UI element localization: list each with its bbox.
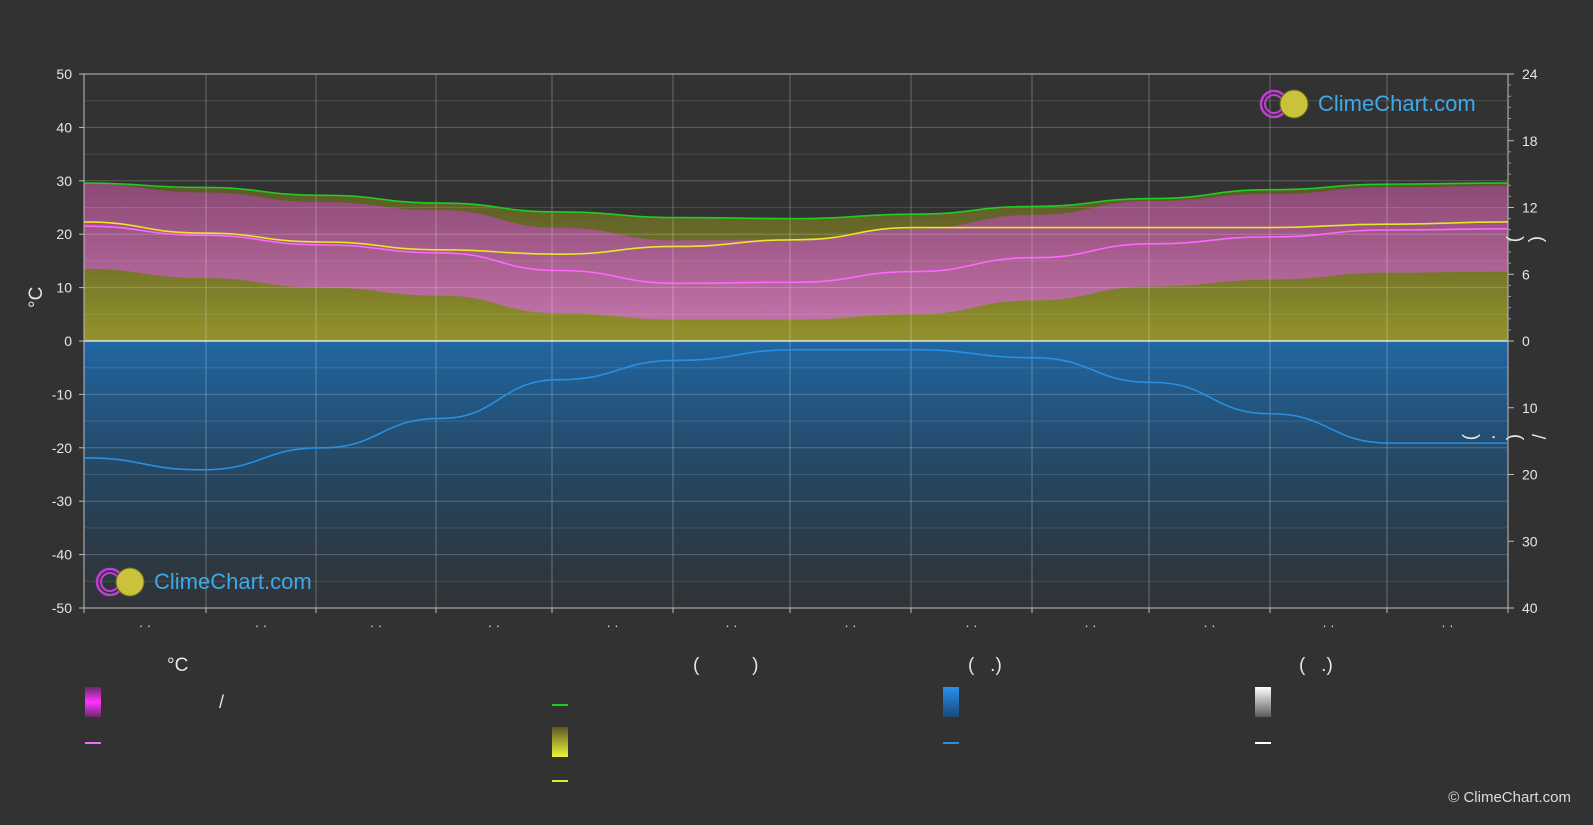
legend-daylight-swatch: [552, 704, 568, 706]
legend-col4-title: ( .): [1299, 655, 1333, 676]
y-left-tick-label: 10: [56, 280, 72, 296]
axes: 50 40 30 20 10 0 -10 -20 -30 -40 -50 24 18 12 6 0 10 20 30…: [52, 66, 1538, 633]
x-tick-label: · ·: [139, 618, 151, 633]
gridlines: [83, 73, 1509, 609]
legend-snow-band-swatch: [1255, 687, 1271, 717]
legend-temp-range-label: /: [219, 692, 225, 712]
temperature-range-band: [84, 183, 1508, 320]
x-tick-label: · ·: [606, 618, 618, 633]
y-right-bottom-axis-title: / ( · ): [1461, 434, 1548, 455]
y-left-tick-label: -30: [52, 493, 72, 509]
y-right-top-tick-label: 0: [1522, 333, 1530, 349]
y-right-top-tick-label: 6: [1522, 266, 1530, 282]
x-tick-label: · ·: [1084, 618, 1096, 633]
y-right-bottom-tick-label: 30: [1522, 533, 1538, 549]
x-tick-label: · ·: [370, 618, 382, 633]
y-right-bottom-tick-label: 40: [1522, 600, 1538, 616]
legend: °C / ( ) ( .) ( .): [0, 650, 1593, 825]
legend-precip-mean-swatch: [943, 742, 959, 744]
logo-text: ClimeChart.com: [1318, 91, 1476, 116]
y-left-tick-label: 50: [56, 66, 72, 82]
y-right-top-tick-label: 24: [1522, 66, 1538, 82]
copyright: © ClimeChart.com: [1448, 789, 1571, 806]
legend-col3-title: ( .): [968, 655, 1002, 676]
background-bands: [84, 183, 1508, 608]
y-right-bottom-tick-label: 20: [1522, 467, 1538, 483]
logo-text: ClimeChart.com: [154, 569, 312, 594]
x-tick-label: · ·: [1322, 618, 1334, 633]
climechart-logo-icon: [1259, 89, 1309, 119]
x-tick-label: · ·: [844, 618, 856, 633]
y-left-tick-label: 0: [64, 333, 72, 349]
y-left-tick-label: -10: [52, 386, 72, 402]
x-tick-label: · ·: [1203, 618, 1215, 633]
legend-sunshine-mean-swatch: [552, 780, 568, 782]
legend-sunshine-band-swatch: [552, 727, 568, 757]
y-left-tick-label: 30: [56, 173, 72, 189]
x-tick-label: · ·: [255, 618, 267, 633]
y-right-top-tick-label: 18: [1522, 133, 1538, 149]
y-left-tick-label: -50: [52, 600, 72, 616]
series-lines: [83, 182, 1509, 471]
y-right-top-tick-label: 12: [1522, 200, 1538, 216]
climechart-logo-icon: [95, 567, 145, 597]
y-right-bottom-tick-label: 10: [1522, 400, 1538, 416]
x-tick-label: · ·: [488, 618, 500, 633]
y-left-tick-label: -20: [52, 440, 72, 456]
y-left-tick-label: -40: [52, 547, 72, 563]
climate-chart: 50 40 30 20 10 0 -10 -20 -30 -40 -50 24 18 12 6 0 10 20 30…: [52, 66, 1538, 633]
y-right-top-axis-title: ( ): [1505, 236, 1548, 293]
legend-col2-title: ( ): [693, 655, 759, 676]
y-left-axis-title: °C: [26, 286, 47, 308]
legend-temp-range-swatch: [85, 687, 101, 717]
legend-col1-title: °C: [167, 655, 189, 676]
y-left-tick-label: 40: [56, 119, 72, 135]
legend-temp-mean-swatch: [85, 742, 101, 744]
legend-snow-mean-swatch: [1255, 742, 1271, 744]
y-left-tick-label: 20: [56, 226, 72, 242]
x-tick-label: · ·: [1441, 618, 1453, 633]
logo-top: ClimeChart.com: [1258, 88, 1476, 120]
sunshine-line: [83, 221, 1509, 256]
precipitation-band: [84, 341, 1508, 608]
precipitation-line: [83, 348, 1508, 471]
x-tick-label: · ·: [725, 618, 737, 633]
x-tick-label: · ·: [965, 618, 977, 633]
legend-precip-band-swatch: [943, 687, 959, 717]
logo-bottom: ClimeChart.com: [94, 566, 312, 598]
